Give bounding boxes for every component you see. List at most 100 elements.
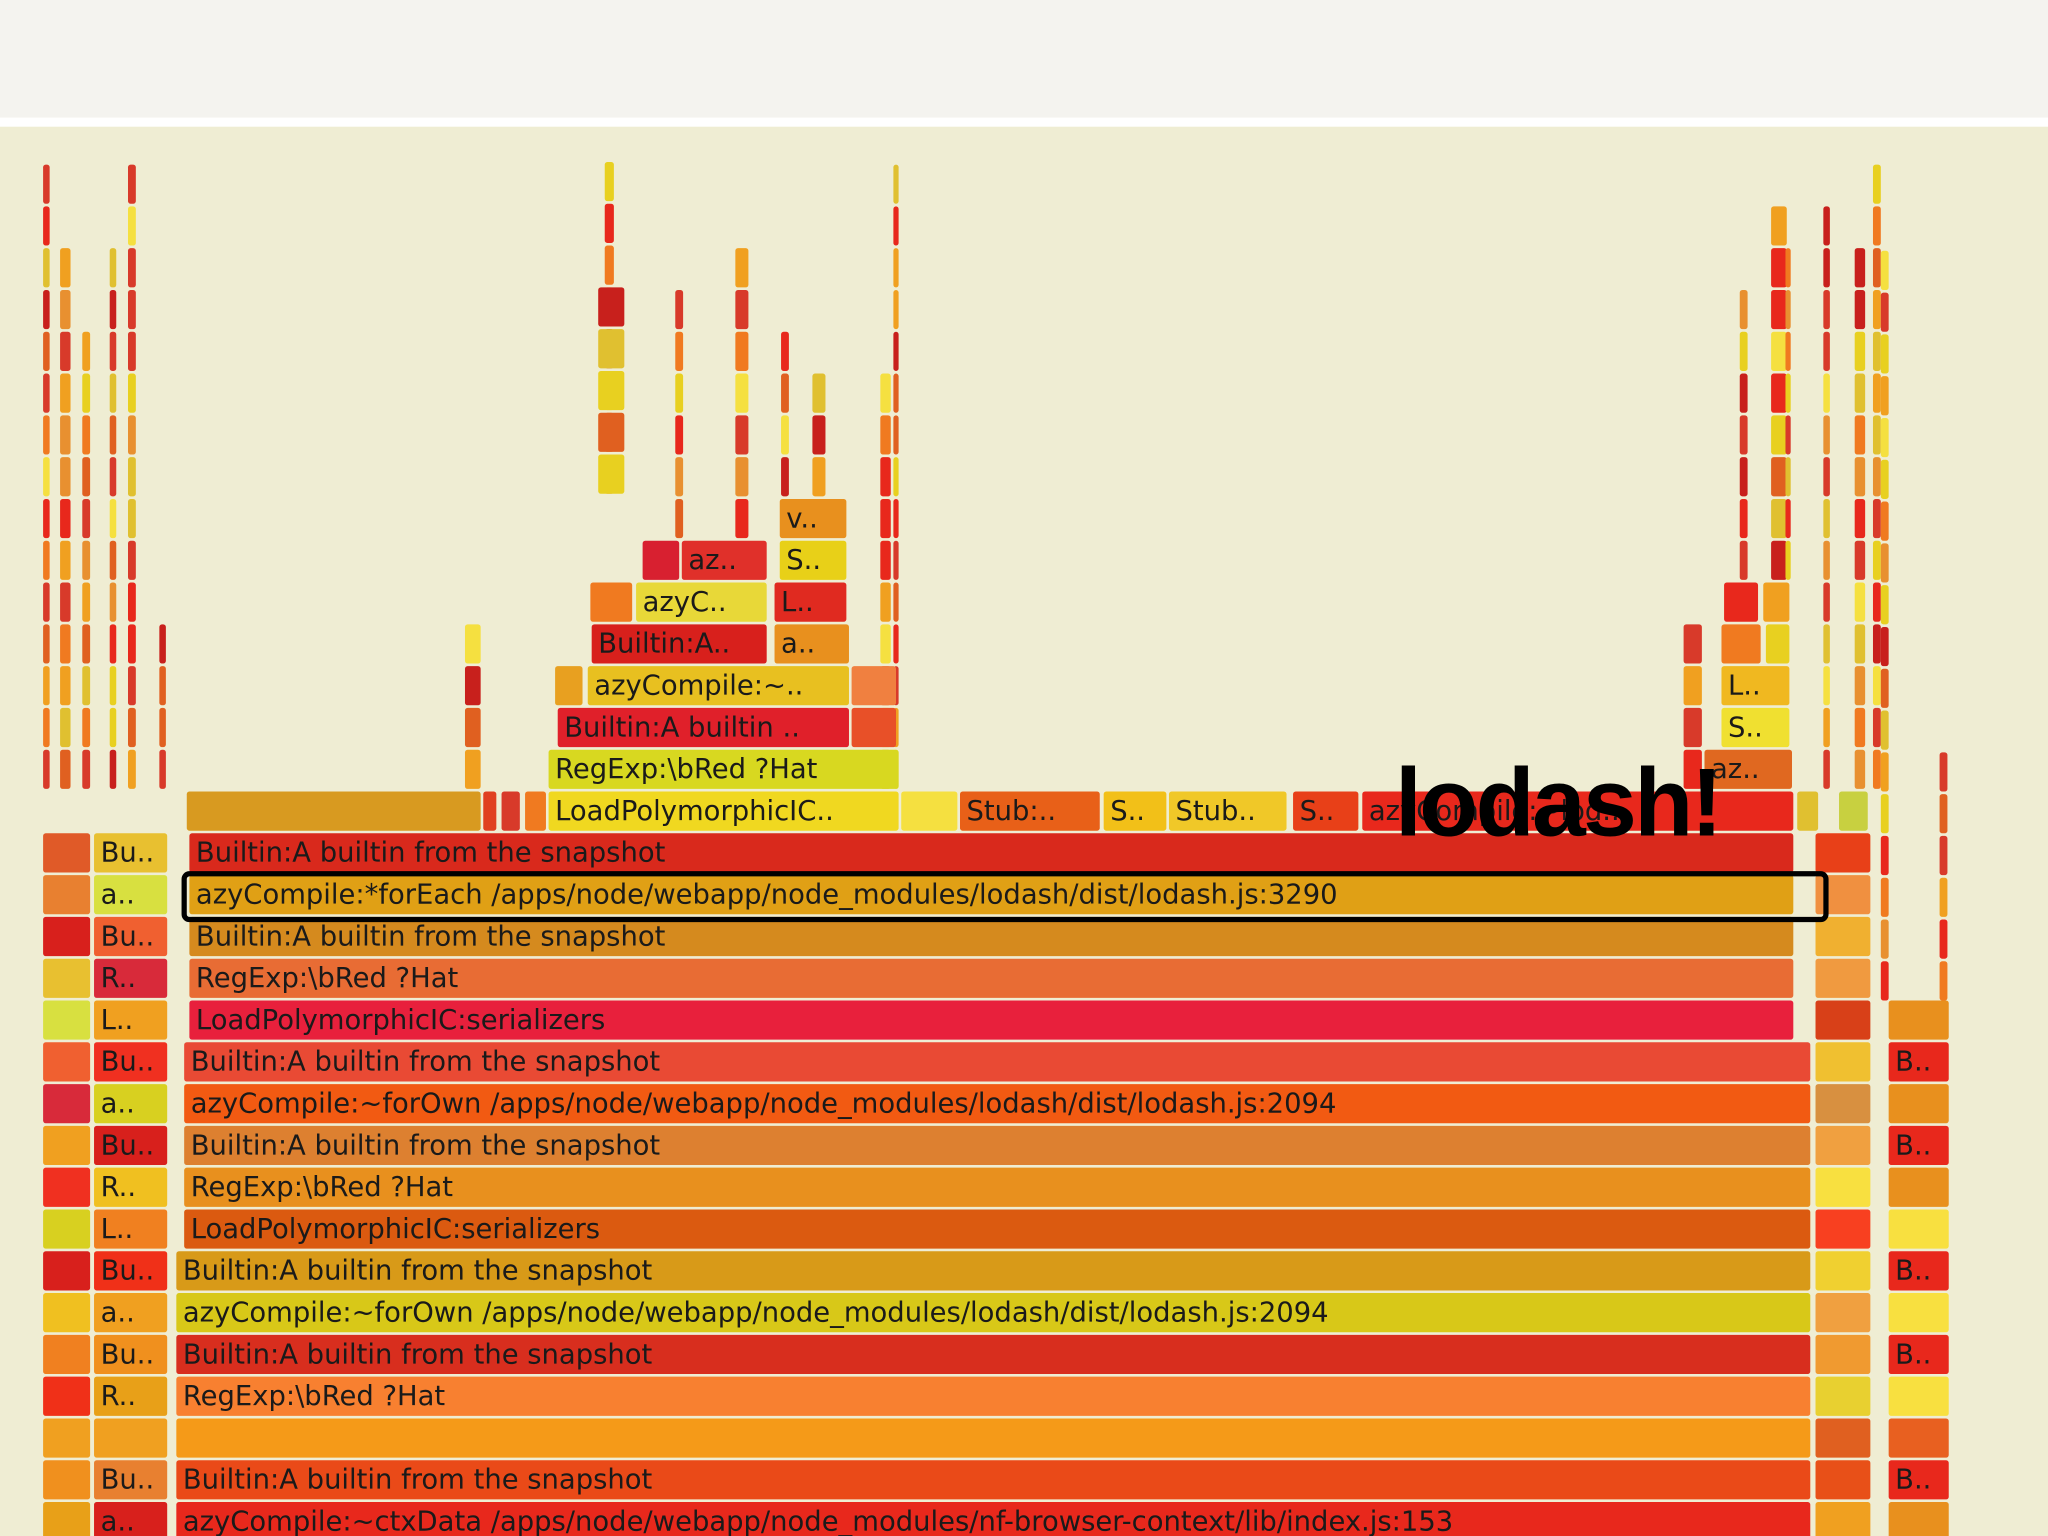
flame-cell <box>735 415 749 455</box>
flame-cell <box>1880 626 1889 667</box>
frame <box>557 707 849 748</box>
frame <box>636 582 767 622</box>
frame <box>43 958 91 998</box>
frame <box>774 582 847 622</box>
flame-cell <box>109 457 117 497</box>
flame-cell <box>43 624 50 664</box>
frame <box>189 875 1794 915</box>
divider <box>0 117 2048 127</box>
frame-label: S.. <box>1300 796 1335 827</box>
flame-cell <box>1939 877 1948 917</box>
frame-label: RegExp:\bRed ?Hat <box>555 754 818 785</box>
flame-cell <box>1872 624 1881 664</box>
flame-cell <box>1785 331 1791 371</box>
flame-cell <box>893 624 899 664</box>
frame <box>1815 1460 1871 1500</box>
frame <box>1815 1000 1871 1040</box>
frame-label: Stub.. <box>1176 796 1256 827</box>
frame-label: Bu.. <box>101 1465 155 1496</box>
flame-cell <box>1823 582 1830 622</box>
flame-cell <box>1771 248 1787 288</box>
frame-label: RegExp:\bRed ?Hat <box>183 1381 446 1412</box>
flame-cell <box>128 749 136 789</box>
annotation: lodash! <box>1395 749 1720 856</box>
frame <box>176 1251 1811 1291</box>
flame-cell <box>1880 292 1889 332</box>
frame <box>1815 1418 1871 1458</box>
flame-cell <box>1872 289 1881 330</box>
flame-cell <box>1939 794 1948 834</box>
frame <box>960 791 1100 831</box>
frame-label: R.. <box>101 963 137 994</box>
frame-label: Bu.. <box>101 838 155 869</box>
flame-cell <box>1854 289 1866 330</box>
flame-cell <box>880 457 891 497</box>
frame <box>43 1460 91 1500</box>
flame-cell <box>109 540 117 580</box>
frame <box>501 791 520 831</box>
flame-cell <box>1880 585 1889 625</box>
flame-cell <box>598 412 625 452</box>
frame <box>43 1209 91 1249</box>
frame <box>186 791 481 831</box>
frame-label: azyCompile:*forEach /apps/node/webapp/no… <box>196 880 1338 911</box>
flame-cell <box>735 457 749 497</box>
frame <box>1721 624 1761 664</box>
flame-cell <box>1880 710 1889 750</box>
flame-cell <box>1785 540 1791 580</box>
frame <box>94 1460 168 1500</box>
frame-label: Builtin:A builtin from the snapshot <box>196 838 666 869</box>
flame-cell <box>464 749 481 789</box>
flame-cell <box>43 206 50 246</box>
flame-cell <box>82 582 91 622</box>
flame-cell <box>128 248 136 288</box>
frame <box>1888 1000 1949 1040</box>
frame-label: Bu.. <box>101 1339 155 1370</box>
flame-cell <box>43 331 50 371</box>
flame-cell <box>1739 540 1748 580</box>
flame-cell <box>1823 707 1830 748</box>
flame-cell <box>60 498 71 539</box>
frame-label: L.. <box>101 1005 134 1036</box>
flame-cell <box>1683 624 1702 664</box>
flame-cell <box>1854 540 1866 580</box>
flame-cell <box>109 415 117 455</box>
flame-cell <box>1880 250 1889 290</box>
frame <box>1888 1334 1949 1375</box>
frame <box>1797 791 1819 831</box>
frame <box>184 1084 1811 1124</box>
flame-cell <box>128 164 136 204</box>
frame-label: Builtin:A builtin from the snapshot <box>183 1339 653 1370</box>
flame-cell <box>1771 415 1787 455</box>
flame-cell <box>880 498 891 539</box>
flame-cell <box>598 370 625 411</box>
frame-label: azyCompile:~.. <box>594 671 803 702</box>
frame-label: Builtin:A builtin from the snapshot <box>191 1047 661 1078</box>
flame-cell <box>82 457 91 497</box>
frame-label: B.. <box>1895 1339 1931 1370</box>
flame-cell <box>43 164 50 204</box>
flame-cell <box>60 666 71 706</box>
frame-label: LoadPolymorphicIC.. <box>555 796 834 827</box>
frame-label: Builtin:A builtin from the snapshot <box>196 921 666 952</box>
flame-cell <box>604 203 614 243</box>
frame <box>94 1125 168 1166</box>
flame-cell <box>1785 457 1791 497</box>
flame-cell <box>1880 919 1889 959</box>
flame-cell <box>1854 707 1866 748</box>
frame <box>94 916 168 957</box>
frame-label: B.. <box>1895 1256 1931 1287</box>
flame-cell <box>880 415 891 455</box>
frame <box>94 958 168 998</box>
flame-cell <box>1683 666 1702 706</box>
flame-cell <box>43 415 50 455</box>
frame <box>1815 1125 1871 1166</box>
flame-cell <box>1880 668 1889 708</box>
frame <box>94 1084 168 1124</box>
flame-cell <box>109 666 117 706</box>
flame-cell <box>735 289 749 330</box>
flame-cell <box>82 666 91 706</box>
flame-cell <box>43 582 50 622</box>
flame-cell <box>60 415 71 455</box>
frame <box>189 916 1794 957</box>
